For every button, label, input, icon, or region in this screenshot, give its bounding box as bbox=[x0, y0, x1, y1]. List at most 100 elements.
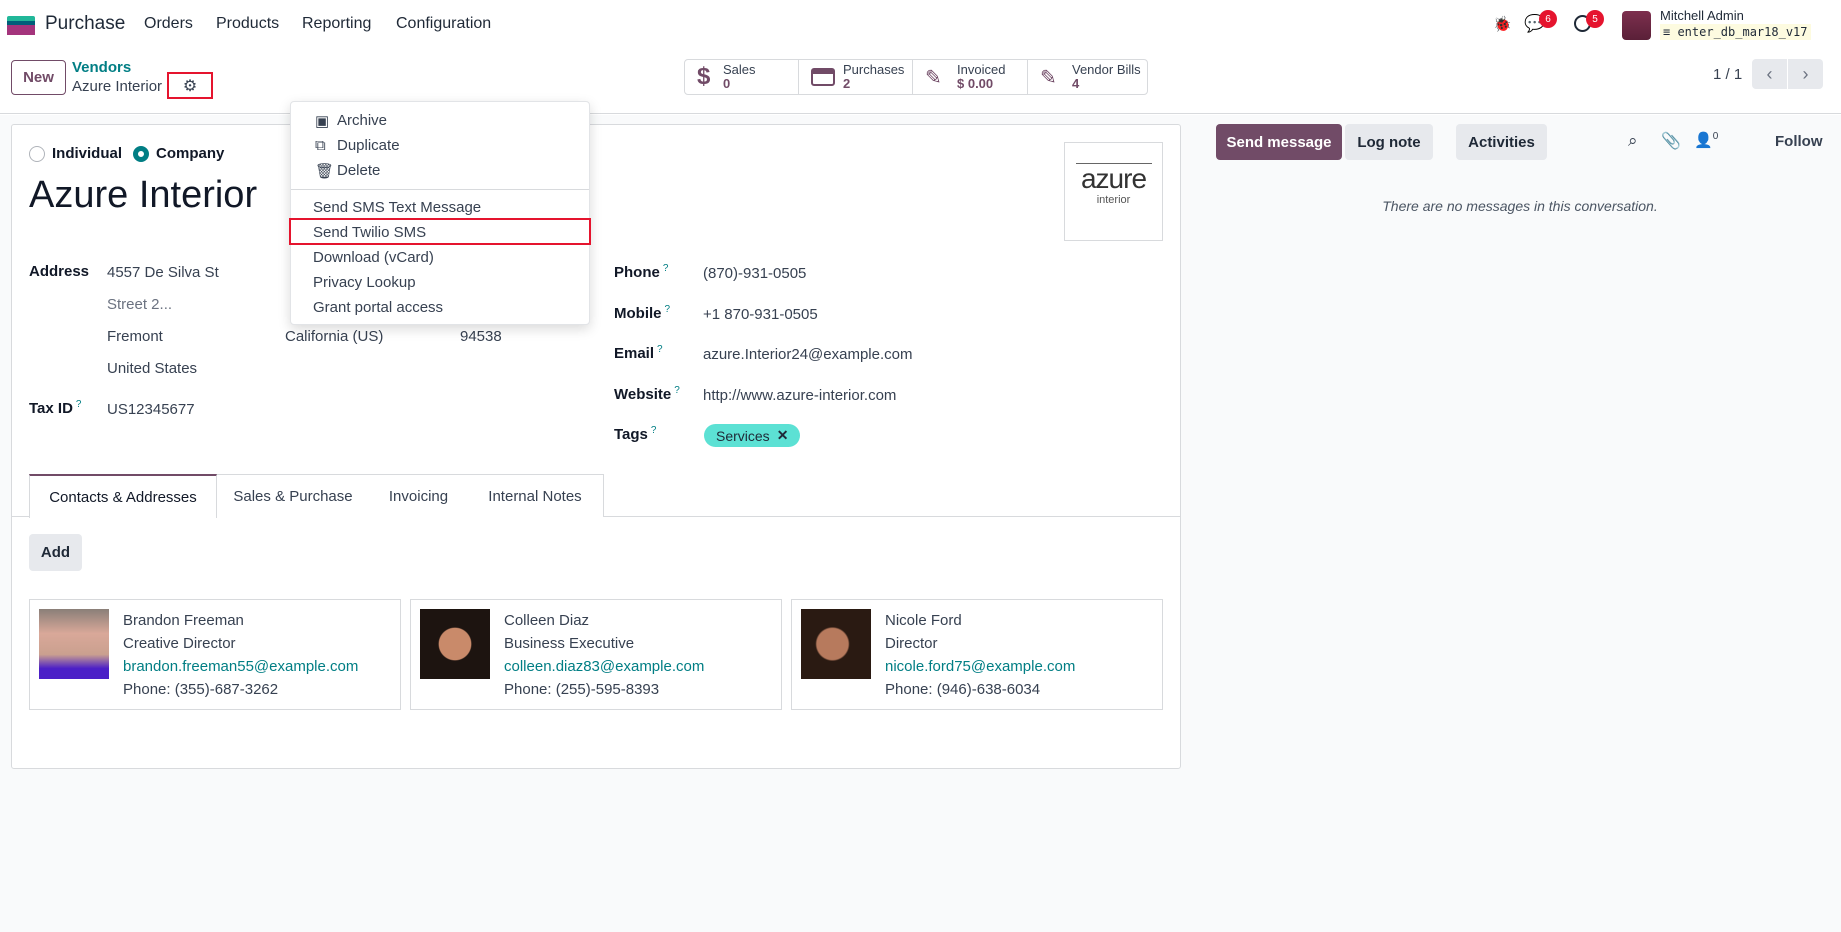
email-label-text: Email bbox=[614, 345, 655, 362]
menu-configuration[interactable]: Configuration bbox=[396, 15, 492, 32]
highlight-box bbox=[289, 218, 591, 245]
user-avatar[interactable] bbox=[1622, 11, 1651, 40]
activity-count-badge: 5 bbox=[1586, 10, 1604, 28]
debug-bug-icon[interactable]: 🐞 bbox=[1493, 16, 1512, 33]
zip-field[interactable]: 94538 bbox=[460, 328, 502, 345]
menu-item-label: Delete bbox=[337, 162, 381, 179]
search-icon[interactable]: ⌕ bbox=[1628, 131, 1638, 150]
gear-actions-button[interactable]: ⚙ bbox=[167, 72, 213, 99]
stat-sales-button[interactable]: $ Sales 0 bbox=[684, 59, 799, 95]
pager-value[interactable]: 1 / 1 bbox=[1713, 66, 1743, 83]
menu-item-delete[interactable]: 🗑 Delete bbox=[291, 158, 589, 183]
email-field[interactable]: azure.Interior24@example.com bbox=[703, 346, 913, 363]
contact-email[interactable]: colleen.diaz83@example.com bbox=[504, 658, 705, 675]
contact-card[interactable]: Nicole Ford Director nicole.ford75@examp… bbox=[791, 599, 1163, 710]
contact-email[interactable]: nicole.ford75@example.com bbox=[885, 658, 1076, 675]
contact-email[interactable]: brandon.freeman55@example.com bbox=[123, 658, 359, 675]
new-button[interactable]: New bbox=[11, 60, 66, 95]
menu-item-download-vcard[interactable]: Download (vCard) bbox=[313, 249, 434, 266]
actions-dropdown-menu: ▣ Archive ⧉ Duplicate 🗑 Delete Send SMS Tex… bbox=[290, 101, 590, 325]
radio-company-label[interactable]: Company bbox=[156, 145, 225, 162]
contact-phone: Phone: (946)-638-6034 bbox=[885, 681, 1041, 698]
followers-count: 0 bbox=[1712, 131, 1719, 142]
menu-item-duplicate[interactable]: ⧉ Duplicate bbox=[291, 133, 589, 158]
paperclip-icon[interactable]: 📎 bbox=[1661, 133, 1681, 150]
contact-phone: Phone: (355)-687-3262 bbox=[123, 681, 279, 698]
contact-name: Colleen Diaz bbox=[504, 612, 590, 629]
app-logo-icon[interactable] bbox=[7, 16, 35, 35]
logo-subtext: interior bbox=[1096, 194, 1131, 206]
state-field[interactable]: California (US) bbox=[285, 328, 384, 345]
tax-id-field[interactable]: US12345677 bbox=[107, 401, 195, 418]
send-message-button[interactable]: Send message bbox=[1216, 124, 1342, 160]
stat-value: 2 bbox=[843, 76, 851, 91]
menu-item-send-twilio-sms[interactable]: Send Twilio SMS bbox=[313, 224, 427, 241]
chevron-right-icon: › bbox=[1802, 63, 1809, 84]
pager-previous-button[interactable]: ‹ bbox=[1752, 59, 1787, 89]
menu-orders[interactable]: Orders bbox=[144, 15, 193, 32]
breadcrumb-vendors[interactable]: Vendors bbox=[72, 59, 132, 76]
help-icon[interactable]: ? bbox=[650, 425, 657, 436]
menu-divider bbox=[291, 189, 589, 190]
tab-internal-notes[interactable]: Internal Notes bbox=[467, 474, 604, 517]
menu-item-privacy-lookup[interactable]: Privacy Lookup bbox=[313, 274, 416, 291]
menu-item-send-sms[interactable]: Send SMS Text Message bbox=[313, 199, 482, 216]
help-icon[interactable]: ? bbox=[662, 263, 669, 274]
stat-purchases-button[interactable]: Purchases 2 bbox=[798, 59, 913, 95]
archive-icon: ▣ bbox=[315, 112, 330, 130]
follow-button[interactable]: Follow bbox=[1775, 133, 1823, 150]
partner-name[interactable]: Azure Interior bbox=[29, 174, 258, 216]
stat-vendor-bills-button[interactable]: ✎ Vendor Bills 4 bbox=[1027, 59, 1148, 95]
street-field[interactable]: 4557 De Silva St bbox=[107, 264, 219, 281]
empty-conversation-message: There are no messages in this conversati… bbox=[1382, 198, 1658, 214]
radio-company[interactable] bbox=[133, 146, 149, 162]
help-icon[interactable]: ? bbox=[664, 304, 671, 315]
menu-products[interactable]: Products bbox=[216, 15, 280, 32]
activities-button[interactable]: Activities bbox=[1456, 124, 1547, 160]
tax-id-label: Tax ID? bbox=[29, 399, 81, 417]
mobile-field[interactable]: +1 870-931-0505 bbox=[703, 306, 818, 323]
edit-icon: ✎ bbox=[925, 66, 942, 89]
user-name[interactable]: Mitchell Admin bbox=[1660, 8, 1744, 23]
chevron-left-icon: ‹ bbox=[1766, 63, 1773, 84]
remove-tag-icon[interactable]: ✕ bbox=[776, 427, 789, 443]
database-label: enter_db_mar18_v17 bbox=[1677, 25, 1808, 39]
partner-logo[interactable]: azure interior bbox=[1064, 142, 1163, 241]
menu-item-archive[interactable]: ▣ Archive bbox=[291, 108, 589, 133]
city-field[interactable]: Fremont bbox=[107, 328, 163, 345]
tag-services[interactable]: Services ✕ bbox=[704, 424, 801, 447]
menu-reporting[interactable]: Reporting bbox=[302, 15, 372, 32]
app-name[interactable]: Purchase bbox=[45, 13, 126, 34]
street2-field[interactable]: Street 2... bbox=[107, 296, 173, 313]
tax-id-label-text: Tax ID bbox=[29, 400, 73, 417]
contact-title: Business Executive bbox=[504, 635, 635, 652]
add-contact-button[interactable]: Add bbox=[29, 534, 82, 571]
tags-label: Tags? bbox=[614, 425, 656, 443]
help-icon[interactable]: ? bbox=[657, 344, 663, 355]
help-icon[interactable]: ? bbox=[674, 385, 680, 396]
contact-card[interactable]: Colleen Diaz Business Executive colleen.… bbox=[410, 599, 782, 710]
country-field[interactable]: United States bbox=[107, 360, 198, 377]
trash-icon: 🗑 bbox=[315, 162, 335, 180]
contact-card[interactable]: Brandon Freeman Creative Director brando… bbox=[29, 599, 401, 710]
stat-invoiced-button[interactable]: ✎ Invoiced $ 0.00 bbox=[912, 59, 1028, 95]
radio-individual[interactable] bbox=[29, 146, 45, 162]
tab-invoicing[interactable]: Invoicing bbox=[370, 474, 468, 517]
tab-sales-purchase[interactable]: Sales & Purchase bbox=[216, 474, 371, 517]
help-icon[interactable]: ? bbox=[75, 399, 82, 410]
tab-contacts-addresses[interactable]: Contacts & Addresses bbox=[29, 474, 217, 518]
gear-icon: ⚙ bbox=[182, 77, 198, 95]
website-field[interactable]: http://www.azure-interior.com bbox=[703, 387, 897, 404]
pager-next-button[interactable]: › bbox=[1788, 59, 1823, 89]
log-note-button[interactable]: Log note bbox=[1345, 124, 1433, 160]
followers-button[interactable]: 👤0 bbox=[1694, 131, 1718, 149]
database-name: ≡ enter_db_mar18_v17 bbox=[1660, 24, 1811, 40]
stat-label: Invoiced bbox=[957, 62, 1006, 77]
breadcrumb-current: Azure Interior bbox=[72, 78, 163, 95]
radio-individual-label[interactable]: Individual bbox=[52, 145, 123, 162]
tag-label: Services bbox=[716, 427, 770, 444]
menu-item-grant-portal-access[interactable]: Grant portal access bbox=[313, 299, 444, 316]
stat-value: $ 0.00 bbox=[957, 76, 994, 91]
menu-item-label: Duplicate bbox=[337, 137, 400, 154]
phone-field[interactable]: (870)-931-0505 bbox=[703, 265, 807, 282]
